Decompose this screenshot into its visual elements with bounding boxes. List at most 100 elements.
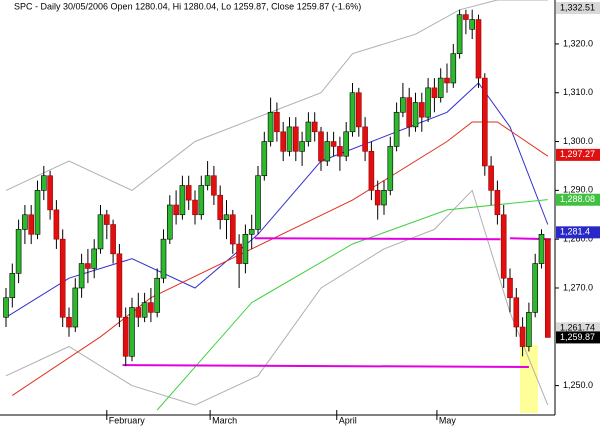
candle-body [22,214,28,230]
candle-body [488,165,494,191]
candle-body [40,175,47,191]
indicator-line [5,0,548,191]
y-tick-label: 1,290.0 [563,185,593,195]
candle-body [500,214,507,279]
candle-body [236,243,242,264]
candle-body [311,121,318,133]
candle-body [406,97,413,128]
candle-body [532,263,539,313]
candle-body [349,92,356,133]
candle-body [444,77,450,84]
candle-body [135,307,142,318]
candle-body [255,175,261,230]
price-label-box [556,2,600,14]
price-label-box [556,226,600,239]
candle-body [248,229,255,235]
candle-body [299,141,305,152]
candle-body [355,92,362,128]
indicator-line [156,199,548,411]
candle-body [3,297,9,318]
candle-body [519,326,526,347]
candle-body [418,102,425,118]
candle-body [431,87,438,98]
candle-body [217,194,223,220]
indicator-line [5,189,549,406]
level-line [122,364,529,368]
candle-body [507,277,513,299]
candle-body [160,238,167,279]
candle-body [66,316,72,328]
candle-body [286,126,293,152]
candle-body [324,141,331,162]
candle-body [59,238,66,318]
candle-body [280,131,287,152]
candle-body [481,77,488,167]
level-line [509,237,551,241]
candle-body [393,111,400,147]
price-label-box [556,148,600,161]
candle-body [211,175,217,196]
y-tick-label: 1,250.0 [563,380,593,390]
y-tick-label: 1,280.0 [563,234,593,244]
candle-body [230,214,236,245]
candle-body [198,185,205,216]
candle-body [463,14,469,20]
candle-body [72,287,79,328]
price-label-box [556,322,600,335]
candle-body [53,209,60,240]
candle-body [544,238,551,338]
candle-body [425,87,431,118]
candle-body [381,190,387,206]
price-label: 1,288.08 [560,194,595,204]
candle-body [538,233,545,264]
candle-body [34,190,41,235]
candle-body [343,131,350,157]
candle-body [450,53,457,84]
candle-body [526,312,532,347]
candle-body [513,297,520,328]
candle-body [97,214,104,250]
candle-body [437,77,444,98]
candle-body [173,204,179,216]
candle-body [129,307,135,357]
candle-body [167,204,173,240]
candle-body [148,302,154,313]
x-tick-label: May [439,415,457,425]
candle-body [116,253,123,318]
candle-body [267,111,274,142]
candle-body [374,190,381,206]
candle-body [9,273,16,299]
candle-body [242,233,249,264]
price-label: 1,281.4 [560,227,590,237]
candle-body [475,19,482,79]
price-label-box [556,193,600,206]
candle-body [387,146,394,191]
candle-body [412,102,419,128]
candle-body [179,185,186,216]
candle-body [110,224,116,255]
candle-body [154,277,160,313]
candle-body [104,214,110,225]
candle-body [362,126,368,152]
candle-body [318,131,324,162]
candle-body [261,141,268,177]
y-tick-label: 1,300.0 [563,136,593,146]
price-label: 1,297.27 [560,149,595,159]
indicator-line [12,121,549,396]
level-line [254,237,501,241]
highlight [520,345,538,413]
candle-body [469,19,476,30]
candle-body [78,263,85,289]
candle-body [400,97,406,113]
y-tick-label: 1,320.0 [563,38,593,48]
x-tick-label: February [109,415,146,425]
candle-body [47,175,53,211]
x-tick-label: April [339,415,357,425]
candle-body [368,151,375,191]
x-tick-label: March [212,415,237,425]
candle-body [28,214,35,235]
candle-body [274,111,280,133]
price-label-box [556,331,600,344]
candle-body [91,248,97,269]
